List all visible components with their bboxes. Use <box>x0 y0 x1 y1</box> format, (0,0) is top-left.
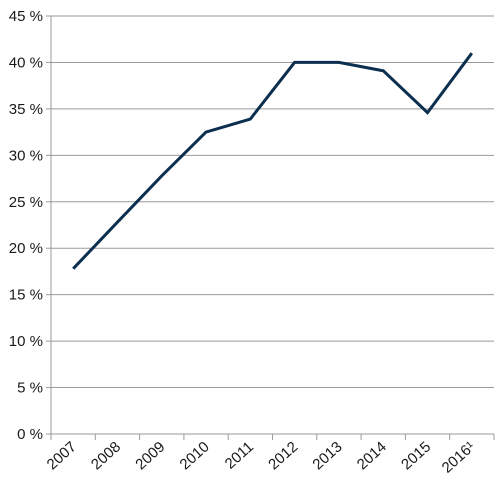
gridlines <box>51 15 494 389</box>
y-tick-label: 40 % <box>9 54 43 71</box>
y-axis-ticks: 0 % 5 % 10 % 15 % 20 % 25 % 30 % 35 % 40 % 45 % <box>9 8 51 443</box>
x-tick-label: 2009 <box>132 438 168 473</box>
y-tick-label: 5 % <box>17 380 43 397</box>
y-tick-label: 10 % <box>9 333 43 350</box>
axes <box>50 16 494 435</box>
y-tick-label: 35 % <box>9 101 43 118</box>
y-tick-label: 15 % <box>9 287 43 304</box>
y-tick-label: 20 % <box>9 240 43 257</box>
x-axis-ticks: 2007 2008 2009 2010 2011 2012 2013 2014 2015 2016… <box>44 434 495 477</box>
y-tick-label: 30 % <box>9 147 43 164</box>
x-tick-label: 2008 <box>88 438 124 473</box>
series-layer <box>72 52 474 270</box>
x-tick-label: 2011 <box>222 438 257 472</box>
x-tick-label: 2015 <box>398 438 434 473</box>
x-tick-label: 2007 <box>44 438 80 473</box>
y-tick-label: 0 % <box>17 426 43 443</box>
y-tick-label: 25 % <box>9 194 43 211</box>
x-tick-label: 2016¹ <box>439 438 479 476</box>
x-tick-label: 2013 <box>309 438 345 473</box>
x-tick-label: 2014 <box>354 438 390 473</box>
x-tick-label: 2012 <box>265 438 301 473</box>
x-tick-label: 2010 <box>177 438 213 473</box>
series-line-0 <box>72 52 474 270</box>
y-tick-label: 45 % <box>9 8 43 25</box>
